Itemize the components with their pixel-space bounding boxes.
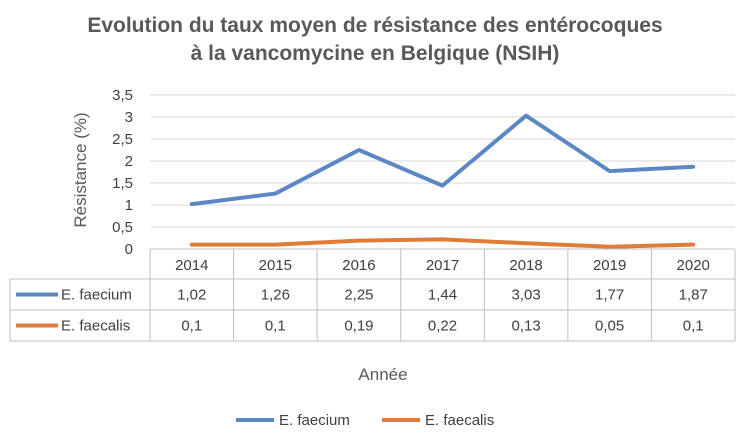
x-tick-label: 2017 bbox=[426, 257, 459, 274]
y-tick-label: 2,5 bbox=[112, 131, 133, 148]
y-tick-label: 0 bbox=[125, 241, 133, 258]
data-label: 0,19 bbox=[344, 318, 373, 335]
data-label: 0,1 bbox=[181, 318, 202, 335]
data-label: 3,03 bbox=[511, 287, 540, 304]
data-label: 0,22 bbox=[428, 318, 457, 335]
chart-subtitle: à la vancomycine en Belgique (NSIH) bbox=[190, 42, 560, 65]
y-tick-label: 2 bbox=[125, 153, 133, 170]
data-label: 1,87 bbox=[679, 287, 708, 304]
data-label: 0,05 bbox=[595, 318, 624, 335]
y-tick-label: 3 bbox=[125, 109, 133, 126]
x-tick-label: 2016 bbox=[342, 257, 375, 274]
y-tick-label: 1 bbox=[125, 197, 133, 214]
chart-title: Evolution du taux moyen de résistance de… bbox=[87, 14, 663, 37]
y-axis-label: Résistance (%) bbox=[71, 112, 90, 227]
y-tick-label: 1,5 bbox=[112, 175, 133, 192]
table-series-name: E. faecalis bbox=[61, 318, 130, 335]
data-label: 1,26 bbox=[261, 287, 290, 304]
series-line bbox=[189, 237, 696, 249]
table-series-name: E. faecium bbox=[61, 287, 132, 304]
data-label: 0,13 bbox=[511, 318, 540, 335]
legend-label: E. faecium bbox=[279, 412, 350, 429]
x-tick-label: 2020 bbox=[677, 257, 710, 274]
data-label: 1,77 bbox=[595, 287, 624, 304]
x-tick-label: 2019 bbox=[593, 257, 626, 274]
y-tick-label: 3,5 bbox=[112, 87, 133, 104]
y-tick-label: 0,5 bbox=[112, 219, 133, 236]
legend-label: E. faecalis bbox=[425, 412, 494, 429]
x-tick-label: 2018 bbox=[509, 257, 542, 274]
series-line bbox=[189, 113, 696, 207]
data-label: 0,1 bbox=[265, 318, 286, 335]
x-tick-label: 2014 bbox=[175, 257, 208, 274]
data-label: 1,02 bbox=[177, 287, 206, 304]
x-axis-label: Année bbox=[358, 365, 407, 384]
data-label: 1,44 bbox=[428, 287, 457, 304]
data-label: 0,1 bbox=[683, 318, 704, 335]
data-label: 2,25 bbox=[344, 287, 373, 304]
x-tick-label: 2015 bbox=[259, 257, 292, 274]
